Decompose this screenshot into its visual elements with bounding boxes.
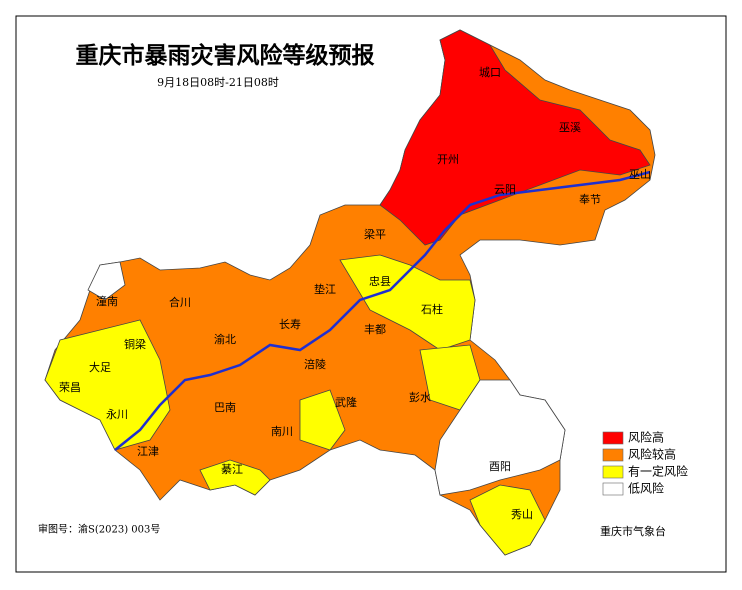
title: 重庆市暴雨灾害风险等级预报 [76, 42, 375, 69]
risk-area [299, 389, 346, 451]
place-label: 忠县 [369, 275, 391, 288]
place-label: 巴南 [214, 401, 236, 414]
legend-label: 风险高 [628, 430, 664, 445]
place-label: 云阳 [494, 183, 516, 196]
place-label: 长寿 [279, 317, 301, 331]
risk-area [199, 459, 271, 496]
place-label: 巫溪 [559, 121, 581, 134]
map-number: 审图号：渝S(2023) 003号 [38, 523, 160, 536]
place-label: 梁平 [364, 227, 386, 241]
subtitle: 9月18日08时-21日08时 [157, 76, 279, 89]
place-label: 垫江 [314, 282, 336, 296]
place-label: 大足 [89, 360, 111, 374]
legend-label: 有一定风险 [628, 464, 688, 479]
legend-swatch [602, 482, 624, 496]
legend-swatch [602, 448, 624, 462]
risk-area [434, 379, 566, 496]
legend-label: 风险较高 [628, 447, 676, 462]
place-label: 渝北 [214, 332, 236, 346]
place-label: 秀山 [511, 508, 533, 521]
place-label: 合川 [169, 295, 191, 309]
place-label: 开州 [437, 153, 459, 166]
place-label: 綦江 [221, 463, 243, 476]
legend-label: 低风险 [628, 481, 664, 496]
risk-area [87, 261, 126, 301]
place-label: 石柱 [421, 302, 443, 316]
risk-area [44, 319, 171, 451]
legend-swatch [602, 465, 624, 479]
issuer: 重庆市气象台 [600, 524, 666, 538]
place-label: 城口 [479, 66, 501, 79]
place-label: 南川 [271, 425, 293, 438]
risk-area [339, 254, 476, 351]
risk-area [469, 484, 546, 556]
place-label: 丰都 [364, 323, 386, 336]
place-label: 奉节 [579, 192, 601, 206]
place-label: 铜梁 [124, 337, 146, 351]
place-label: 酉阳 [489, 460, 511, 473]
place-label: 江津 [137, 445, 159, 458]
place-label: 彭水 [409, 390, 431, 404]
place-label: 武隆 [335, 395, 357, 409]
map [44, 29, 656, 556]
place-label: 荣昌 [59, 381, 81, 394]
place-label: 巫山 [629, 168, 651, 181]
place-label: 永川 [106, 407, 128, 421]
place-label: 潼南 [96, 294, 118, 308]
place-label: 涪陵 [304, 357, 326, 371]
legend-swatch [602, 431, 624, 445]
yangtze-river [114, 170, 651, 451]
